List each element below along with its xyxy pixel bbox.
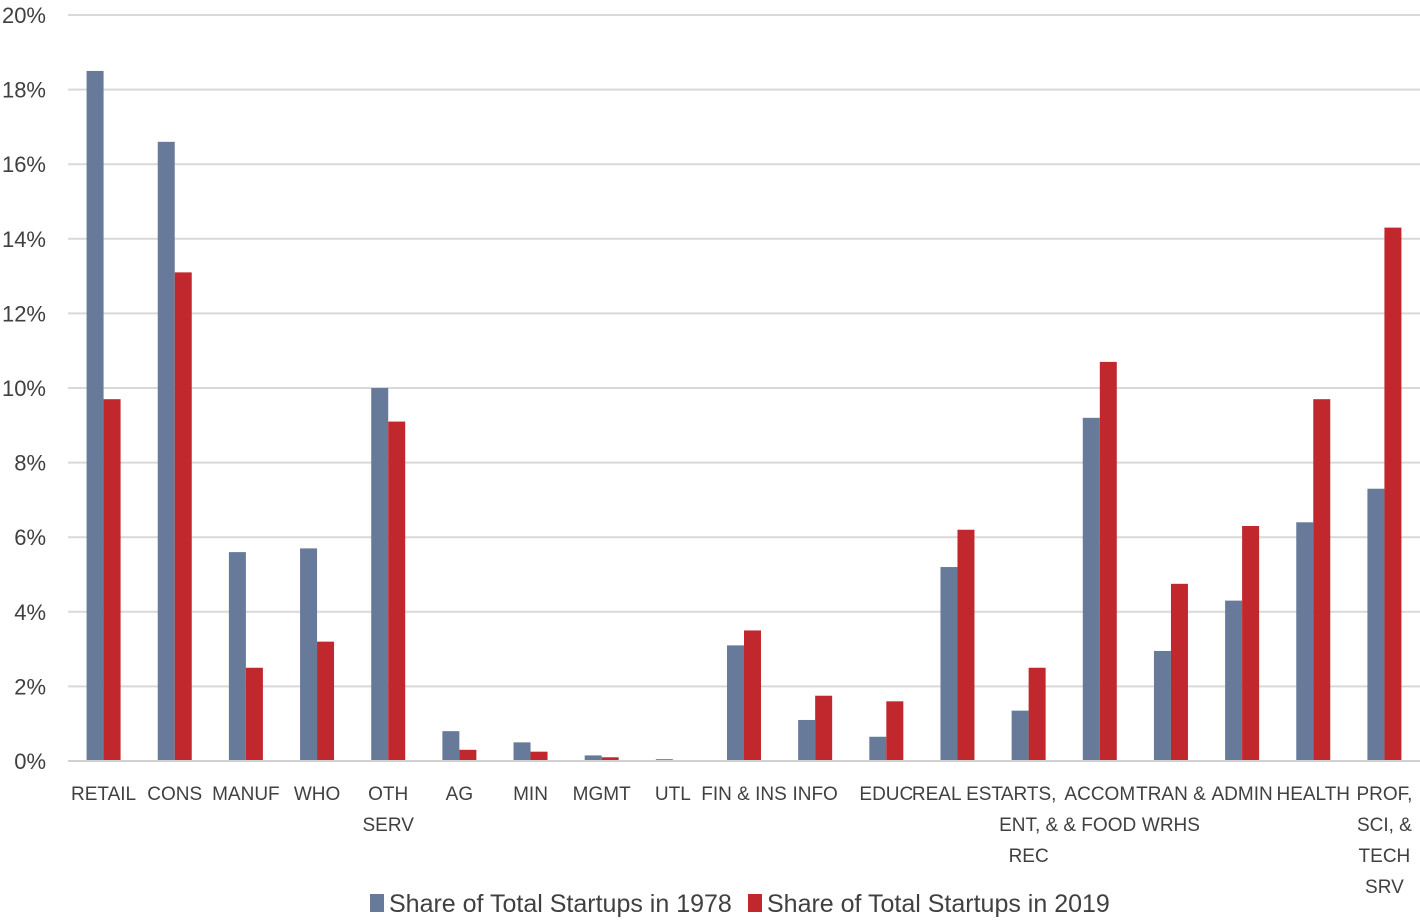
bar-real-est-1978 <box>940 567 958 761</box>
y-tick-label: 4% <box>14 600 46 625</box>
bar-ag-1978 <box>442 731 460 761</box>
bar-health-2019 <box>1313 399 1331 761</box>
x-tick-label-ag: AG <box>446 784 473 805</box>
legend-label-2019: Share of Total Startups in 2019 <box>767 890 1110 918</box>
bar-prof-sci-tech-srv-1978 <box>1367 488 1385 761</box>
bar-cons-2019 <box>174 272 192 761</box>
bar-arts-ent-rec-2019 <box>1028 667 1046 761</box>
bar-info-2019 <box>815 695 833 761</box>
x-tick-label-fin-ins: FIN & INS <box>701 784 787 805</box>
y-tick-label: 2% <box>14 674 46 699</box>
bar-ag-2019 <box>459 749 477 761</box>
legend-swatch-2019 <box>748 894 762 912</box>
bar-info-1978 <box>798 719 816 761</box>
bar-who-2019 <box>317 641 335 761</box>
bar-educ-2019 <box>886 701 904 761</box>
bar-health-1978 <box>1296 522 1314 761</box>
y-tick-label: 10% <box>2 376 46 401</box>
x-tick-label-accom-food: ACCOM & FOOD <box>1063 784 1136 836</box>
x-tick-label-tran-wrhs: TRAN & WRHS <box>1136 784 1206 836</box>
y-tick-label: 14% <box>2 227 46 252</box>
y-tick-label: 12% <box>2 301 46 326</box>
bar-oth-serv-2019 <box>388 421 406 761</box>
x-axis: RETAIL CONS MANUF WHO OTH SERV AG MIN MGMT UTL FIN… <box>71 784 1412 898</box>
bars <box>86 70 1402 762</box>
x-tick-label-admin: ADMIN <box>1211 784 1272 805</box>
x-tick-label-min: MIN <box>513 784 548 805</box>
bar-mgmt-2019 <box>601 757 619 761</box>
legend-swatch-1978 <box>370 894 384 912</box>
y-tick-label: 6% <box>14 525 46 550</box>
bar-admin-1978 <box>1225 600 1243 761</box>
bar-fin-ins-1978 <box>727 645 744 761</box>
legend-item-2019: Share of Total Startups in 2019 <box>748 890 1110 918</box>
bar-min-2019 <box>530 751 548 761</box>
bar-admin-2019 <box>1242 526 1260 761</box>
x-tick-label-oth-serv: OTH SERV <box>363 784 415 836</box>
bar-cons-1978 <box>157 141 175 761</box>
x-tick-label-prof-sci-tech-srv: PROF, SCI, & TECH SRV <box>1356 784 1412 898</box>
y-tick-label: 16% <box>2 152 46 177</box>
bar-mgmt-1978 <box>584 755 602 761</box>
x-tick-label-utl: UTL <box>655 784 691 805</box>
bar-who-1978 <box>300 548 318 761</box>
bar-retail-1978 <box>86 70 104 761</box>
bar-manuf-1978 <box>228 552 246 761</box>
legend-item-1978: Share of Total Startups in 1978 <box>370 890 732 918</box>
x-tick-label-who: WHO <box>294 784 340 805</box>
x-tick-label-real-est: REAL EST <box>912 784 1004 805</box>
x-tick-label-info: INFO <box>792 784 837 805</box>
bar-manuf-2019 <box>245 667 263 761</box>
bar-accom-food-2019 <box>1099 361 1117 761</box>
y-tick-label: 0% <box>14 749 46 774</box>
gridlines <box>68 14 1420 688</box>
bar-retail-2019 <box>103 399 121 761</box>
bar-accom-food-1978 <box>1082 417 1100 761</box>
x-tick-label-mgmt: MGMT <box>573 784 631 805</box>
bar-tran-wrhs-1978 <box>1153 650 1171 761</box>
x-tick-label-retail: RETAIL <box>71 784 136 805</box>
bar-arts-ent-rec-1978 <box>1011 710 1029 761</box>
bar-min-1978 <box>513 742 531 761</box>
y-tick-label: 18% <box>2 78 46 103</box>
legend: Share of Total Startups in 1978 Share of… <box>370 890 1110 918</box>
x-tick-label-arts-ent-rec: ARTS, ENT, & REC <box>999 784 1058 867</box>
x-tick-label-cons: CONS <box>147 784 202 805</box>
bar-fin-ins-2019 <box>744 630 761 761</box>
x-tick-label-health: HEALTH <box>1276 784 1350 805</box>
bar-oth-serv-1978 <box>371 388 389 761</box>
bar-real-est-2019 <box>957 529 975 761</box>
legend-label-1978: Share of Total Startups in 1978 <box>389 890 732 918</box>
x-tick-label-manuf: MANUF <box>212 784 280 805</box>
y-axis: 0% 2% 4% 6% 8% 10% 12% 14% 16% 18% 20% <box>2 3 46 774</box>
bar-educ-1978 <box>869 736 887 761</box>
x-tick-label-educ: EDUC <box>859 784 913 805</box>
y-tick-label: 8% <box>14 451 46 476</box>
y-tick-label: 20% <box>2 3 46 28</box>
bar-tran-wrhs-2019 <box>1170 583 1188 761</box>
bar-prof-sci-tech-srv-2019 <box>1384 227 1402 762</box>
